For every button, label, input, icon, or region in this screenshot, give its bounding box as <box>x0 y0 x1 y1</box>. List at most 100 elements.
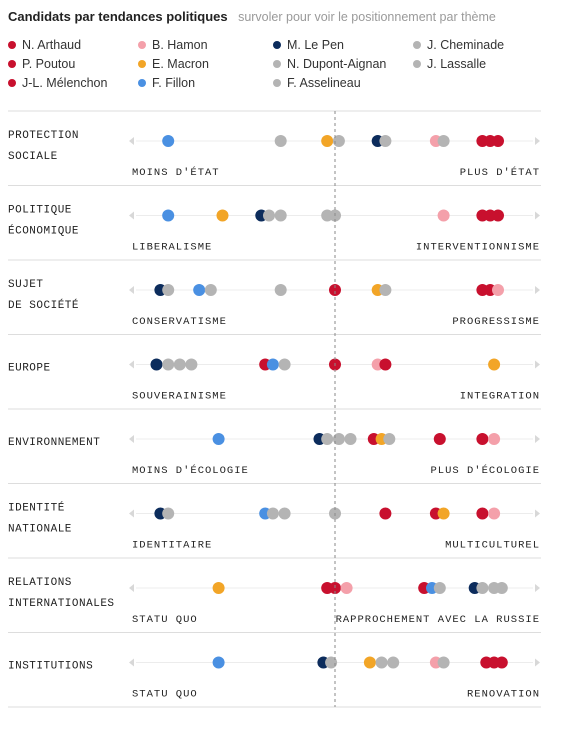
legend-item: B. Hamon <box>138 38 208 52</box>
candidate-point <box>266 507 279 520</box>
legend-label: B. Hamon <box>152 38 208 52</box>
candidate-point <box>162 284 175 296</box>
axis-right-label: INTEGRATION <box>460 391 540 403</box>
axis-right-label: MULTICULTUREL <box>445 540 540 552</box>
legend-label: J-L. Mélenchon <box>22 76 108 90</box>
legend-item: N. Dupont-Aignan <box>273 57 386 71</box>
arrow-right-icon <box>535 509 540 518</box>
candidate-point <box>495 582 508 594</box>
row-label: SOCIALE <box>8 151 58 163</box>
row-label: NATIONALE <box>8 524 72 536</box>
arrow-left-icon <box>129 584 134 592</box>
candidate-point <box>375 656 388 669</box>
arrow-left-icon <box>129 435 134 443</box>
candidate-point <box>476 433 489 445</box>
candidate-point <box>173 358 186 371</box>
legend-swatch <box>8 60 16 68</box>
candidate-point <box>340 582 353 594</box>
row-label: IDENTITÉ <box>8 501 65 515</box>
legend-item: F. Fillon <box>138 76 195 90</box>
row-label: PROTECTION <box>8 130 79 142</box>
legend-label: M. Le Pen <box>287 38 344 52</box>
candidate-point <box>278 358 291 371</box>
axis-left-label: SOUVERAINISME <box>132 391 227 403</box>
legend-swatch <box>413 41 421 49</box>
arrow-right-icon <box>535 211 540 220</box>
candidate-point <box>437 656 450 669</box>
candidate-point <box>437 209 450 222</box>
candidate-point <box>321 433 334 445</box>
theme-row: EUROPE SOUVERAINISME INTEGRATION <box>8 358 541 410</box>
candidate-point <box>437 135 450 147</box>
row-label: ÉCONOMIQUE <box>8 224 79 238</box>
legend-item: M. Le Pen <box>273 38 344 52</box>
candidate-point <box>216 209 229 222</box>
row-label: RELATIONS <box>8 577 72 589</box>
legend-label: E. Macron <box>152 57 209 71</box>
axis-right-label: PROGRESSISME <box>452 316 540 328</box>
arrow-right-icon <box>535 360 540 369</box>
arrow-left-icon <box>129 286 134 294</box>
theme-row: ENVIRONNEMENT MOINS D'ÉCOLOGIE PLUS D'ÉCOL… <box>8 433 541 484</box>
candidate-point <box>488 433 501 445</box>
candidate-point <box>263 209 275 222</box>
legend-swatch <box>138 41 146 49</box>
axis-left-label: LIBERALISME <box>132 242 212 254</box>
candidate-point <box>387 656 400 669</box>
legend-item: J. Cheminade <box>413 38 504 52</box>
legend-item: J. Lassalle <box>413 57 486 71</box>
row-label: EUROPE <box>8 363 51 375</box>
arrow-left-icon <box>129 360 134 369</box>
candidate-point <box>379 507 392 520</box>
candidate-point <box>495 656 508 669</box>
candidate-point <box>321 135 334 147</box>
legend-swatch <box>273 79 281 87</box>
legend-label: N. Arthaud <box>22 38 82 52</box>
legend-swatch <box>8 79 16 87</box>
row-label: SUJET <box>8 279 44 291</box>
candidate-point <box>379 358 392 371</box>
row-label: INSTITUTIONS <box>8 661 93 673</box>
axis-right-label: RAPPROCHEMENT AVEC LA RUSSIE <box>336 614 540 626</box>
candidate-point <box>332 135 345 147</box>
legend-label: J. Cheminade <box>427 38 505 52</box>
chart-header: Candidats par tendances politiques survo… <box>8 8 548 26</box>
candidate-point <box>274 135 287 147</box>
candidate-point <box>278 507 291 520</box>
candidate-point <box>332 433 345 445</box>
candidate-point <box>274 284 287 296</box>
candidate-point <box>212 656 225 669</box>
candidate-point <box>266 358 279 371</box>
candidate-point <box>488 358 501 371</box>
arrow-right-icon <box>535 584 540 592</box>
candidate-point <box>488 507 501 520</box>
axis-left-label: MOINS D'ÉCOLOGIE <box>132 463 249 477</box>
legend-item: P. Poutou <box>8 57 75 71</box>
legend-swatch <box>413 60 421 68</box>
candidate-point <box>492 209 504 222</box>
row-label: ENVIRONNEMENT <box>8 437 100 449</box>
legend-swatch <box>273 60 281 68</box>
legend-label: J. Lassalle <box>427 57 487 71</box>
theme-row: RELATIONS INTERNATIONALES STATU QUO RAPPROC… <box>8 577 541 633</box>
axis-right-label: PLUS D'ÉTAT <box>460 165 540 179</box>
row-label: POLITIQUE <box>8 205 72 217</box>
candidate-point <box>193 284 206 296</box>
candidate-point <box>492 135 504 147</box>
theme-row: POLITIQUE ÉCONOMIQUE LIBERALISME INTERVENTI… <box>8 205 541 261</box>
candidate-point <box>433 433 446 445</box>
candidate-point <box>204 284 217 296</box>
axis-right-label: INTERVENTIONNISME <box>416 242 540 254</box>
legend-item: E. Macron <box>138 57 209 71</box>
axis-left-label: IDENTITAIRE <box>132 540 212 552</box>
legend: N. Arthaud B. Hamon M. Le Pen J. Cheminade P… <box>8 38 558 100</box>
theme-row: SUJET DE SOCIÉTÉ CONSERVATISME PROGRESSISME <box>8 279 541 335</box>
chart-subtitle: survoler pour voir le positionnement par… <box>238 10 496 24</box>
candidate-point <box>363 656 376 669</box>
candidate-point <box>212 582 225 594</box>
axis-right-label: RENOVATION <box>467 689 540 701</box>
chart-title: Candidats par tendances politiques <box>8 9 228 24</box>
candidate-point <box>379 135 392 147</box>
legend-item: F. Asselineau <box>273 76 361 90</box>
